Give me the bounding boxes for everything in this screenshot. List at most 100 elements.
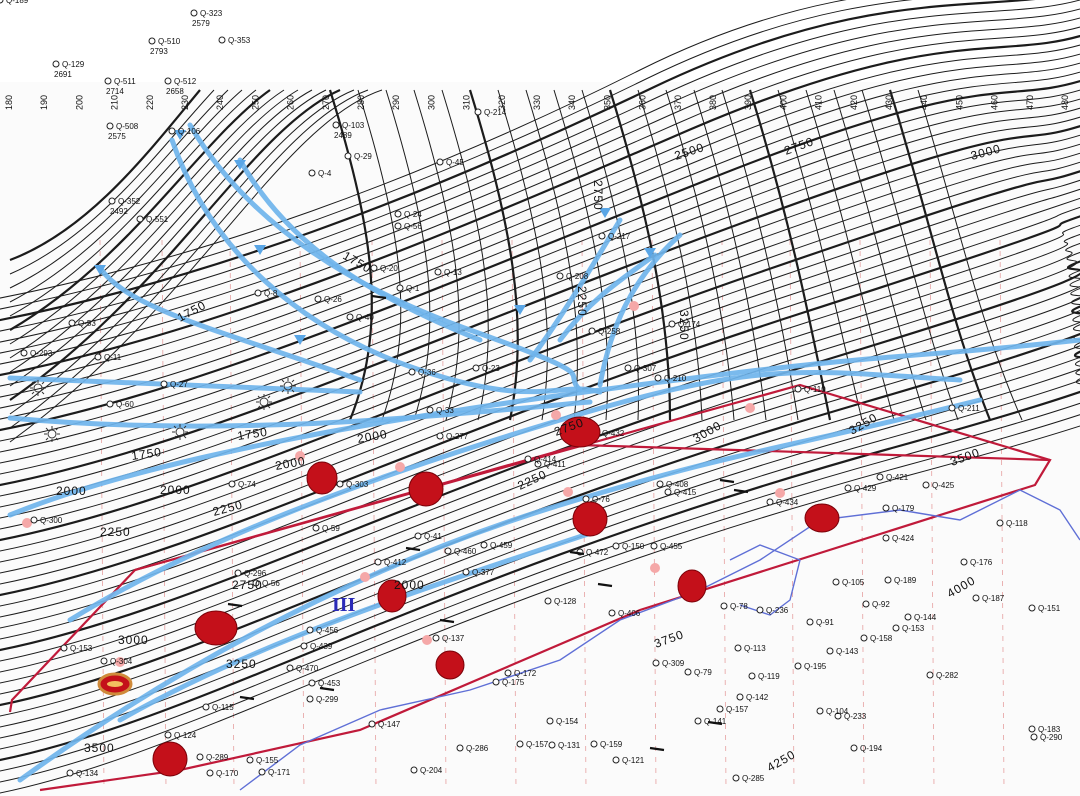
well-marker bbox=[160, 380, 168, 388]
well-name: Q-29 bbox=[354, 152, 372, 161]
well-name: Q-304 bbox=[110, 657, 133, 666]
highlighted-well bbox=[804, 503, 840, 533]
well-marker bbox=[882, 504, 890, 512]
well-marker bbox=[650, 542, 658, 550]
well-name: Q-106 bbox=[178, 127, 201, 136]
well-marker bbox=[684, 668, 692, 676]
fault-line bbox=[597, 232, 683, 388]
contour-line bbox=[0, 134, 1080, 497]
contour-line bbox=[0, 26, 1080, 365]
well-marker bbox=[410, 766, 418, 774]
well-marker bbox=[462, 568, 470, 576]
contour-line bbox=[0, 224, 1080, 607]
contour-label: 1750 bbox=[236, 425, 268, 443]
highlighted-well bbox=[377, 579, 407, 613]
well-name: Q-59 bbox=[322, 524, 340, 533]
well-name: Q-194 bbox=[860, 744, 883, 753]
contour-line bbox=[917, 89, 1023, 421]
dip-tick bbox=[439, 618, 455, 624]
axis-label: 430 bbox=[884, 95, 894, 110]
well-marker bbox=[168, 127, 176, 135]
well-marker bbox=[556, 272, 564, 280]
well-marker bbox=[408, 368, 416, 376]
well-marker bbox=[534, 460, 542, 468]
contour-label: 1750 bbox=[130, 445, 162, 463]
well-name: Q-412 bbox=[384, 558, 407, 567]
contour-line bbox=[9, 89, 383, 443]
axis-label: 190 bbox=[39, 95, 49, 110]
dip-tick bbox=[649, 746, 665, 752]
well-name: Q-153 bbox=[70, 644, 93, 653]
pink-marker bbox=[115, 657, 125, 667]
axis-label: 320 bbox=[497, 95, 507, 110]
well-name: Q-11 bbox=[104, 353, 122, 362]
well-name: Q-189 bbox=[6, 0, 29, 5]
well-marker bbox=[882, 534, 890, 542]
contour-line bbox=[9, 89, 215, 275]
field-boundary bbox=[8, 383, 1052, 792]
axis-label: 330 bbox=[532, 95, 542, 110]
contour-line bbox=[0, 53, 1080, 398]
contour-line bbox=[721, 89, 799, 421]
well-name: Q-104 bbox=[826, 707, 849, 716]
dip-tick bbox=[569, 550, 585, 556]
well-name: Q-78 bbox=[730, 602, 748, 611]
contour-line bbox=[0, 152, 1080, 519]
axis-label: 240 bbox=[215, 95, 225, 110]
well-marker bbox=[884, 576, 892, 584]
contour-label: 3250 bbox=[677, 310, 691, 341]
well-depth: 2492 bbox=[110, 207, 128, 216]
well-marker bbox=[306, 695, 314, 703]
axis-label: 340 bbox=[567, 95, 577, 110]
well-name: Q-144 bbox=[914, 613, 937, 622]
well-name: Q-103 bbox=[342, 121, 365, 130]
well-name: Q-377 bbox=[472, 568, 495, 577]
contour-line bbox=[328, 89, 373, 421]
well-marker bbox=[926, 671, 934, 679]
grid-line bbox=[371, 239, 377, 791]
contour-line bbox=[9, 89, 243, 303]
well-name: Q-131 bbox=[558, 741, 581, 750]
contour-line bbox=[0, 179, 1080, 552]
contour-line bbox=[748, 89, 832, 421]
axis-label: 410 bbox=[814, 95, 824, 110]
well-marker bbox=[756, 606, 764, 614]
well-name: Q-20 bbox=[380, 264, 398, 273]
contour-label: 2750 bbox=[232, 578, 263, 592]
highlighted-well bbox=[435, 650, 465, 680]
well-marker bbox=[104, 77, 112, 85]
contour-line bbox=[9, 89, 327, 387]
well-name: Q-408 bbox=[666, 480, 689, 489]
well-marker bbox=[20, 349, 28, 357]
well-marker bbox=[344, 152, 352, 160]
axis-label: 440 bbox=[919, 95, 929, 110]
well-name: Q-113 bbox=[744, 644, 766, 653]
well-name: Q-208 bbox=[566, 272, 589, 281]
dip-tick bbox=[405, 546, 421, 552]
contour-line bbox=[0, 197, 1080, 574]
well-name: Q-460 bbox=[454, 547, 477, 556]
contour-label: 2000 bbox=[274, 454, 307, 473]
axis-label: 200 bbox=[74, 95, 84, 110]
well-name: Q-453 bbox=[318, 679, 341, 688]
well-name: Q-1 bbox=[406, 284, 420, 293]
contour-line bbox=[833, 89, 927, 421]
well-marker bbox=[862, 600, 870, 608]
grid-line bbox=[999, 239, 1005, 791]
well-marker bbox=[720, 602, 728, 610]
well-name: Q-119 bbox=[758, 672, 780, 681]
well-depth: 2793 bbox=[150, 47, 168, 56]
contour-line bbox=[637, 89, 703, 421]
highlighted-well bbox=[559, 416, 601, 448]
highlighted-wells bbox=[152, 416, 840, 777]
contour-line bbox=[9, 89, 285, 345]
well-name: Q-124 bbox=[174, 731, 197, 740]
fault-arrow-icon bbox=[514, 305, 526, 315]
well-marker bbox=[806, 618, 814, 626]
contour-label: 3250 bbox=[226, 657, 257, 671]
axis-label: 420 bbox=[849, 95, 859, 110]
zone-label: III bbox=[332, 594, 356, 616]
well-name: Q-36 bbox=[418, 368, 436, 377]
well-marker bbox=[652, 659, 660, 667]
well-marker bbox=[60, 644, 68, 652]
